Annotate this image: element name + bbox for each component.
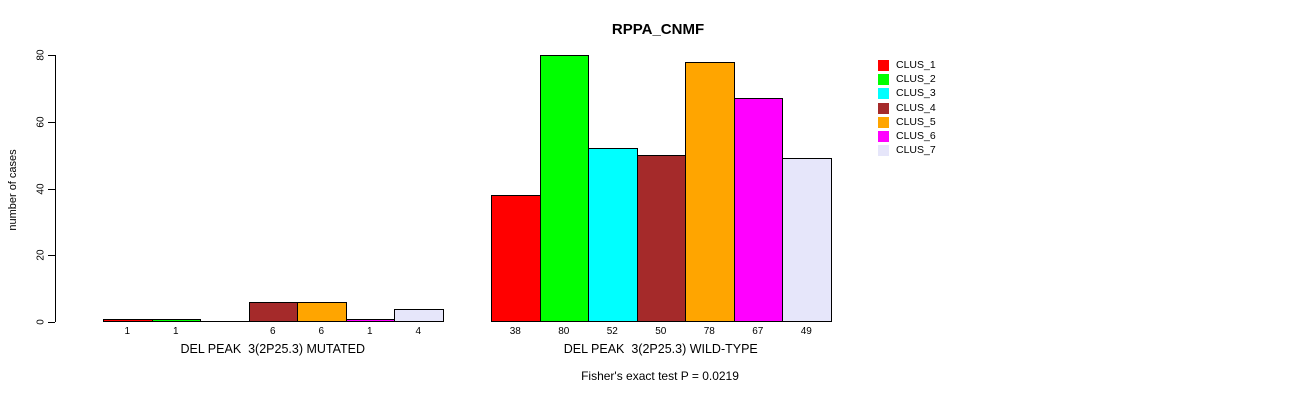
legend-label: CLUS_6 [896,129,936,142]
group-label-mutated: DEL PEAK 3(2P25.3) MUTATED [180,342,366,356]
legend-label: CLUS_2 [896,73,936,86]
bar-clus-4-mutated [248,301,298,322]
bar-clus-3-mutated-zero [200,321,250,322]
bar-value-label: 38 [509,326,521,337]
bar-clus-7-mutated [394,308,444,322]
legend-item: CLUS_2 [878,73,936,86]
bar-value-label: 49 [800,326,812,337]
legend-label: CLUS_3 [896,87,936,100]
bar-value-label: 50 [655,326,667,337]
legend-item: CLUS_1 [878,60,936,71]
bar-clus-5-wild-type [685,61,735,322]
legend: CLUS_1 CLUS_2 CLUS_3 CLUS_4 CLUS_5 CLUS_6 CLUS… [878,60,936,159]
legend-item: CLUS_4 [878,101,936,114]
y-axis-tick-label: 0 [35,319,47,325]
bar-clus-6-wild-type [733,98,783,322]
y-axis-tick-label: 60 [35,116,47,128]
legend-item: CLUS_5 [878,115,936,128]
y-axis-tick [48,55,55,56]
y-axis-tick [48,255,55,257]
legend-swatch-clus-2 [878,74,889,86]
bar-value-label: 80 [558,326,570,337]
bar-value-label: 6 [318,326,325,337]
y-axis-tick-label: 80 [35,49,47,61]
bar-clus-5-mutated [297,301,347,322]
bar-clus-7-wild-type [782,158,832,322]
bar-clus-2-wild-type [539,55,589,322]
bar-value-label: 4 [415,326,422,337]
legend-item: CLUS_6 [878,129,936,142]
bar-value-label: 1 [366,326,373,337]
legend-swatch-clus-7 [878,145,889,157]
y-axis-title: number of cases [7,149,19,231]
legend-label: CLUS_4 [896,101,936,114]
y-axis-tick-label: 20 [35,249,47,261]
bar-clus-2-mutated [151,318,201,322]
legend-label: CLUS_7 [896,144,936,157]
chart-title: RPPA_CNMF [611,21,705,38]
bar-value-label: 1 [124,326,131,337]
legend-swatch-clus-4 [878,102,889,114]
legend-swatch-clus-1 [878,60,889,71]
y-axis-tick [48,322,55,323]
legend-item: CLUS_7 [878,144,936,157]
legend-label: CLUS_1 [896,59,936,71]
y-axis-tick-label: 40 [35,182,47,195]
bar-clus-6-mutated [345,318,395,322]
y-axis-line [55,55,56,322]
bar-clus-1-mutated [103,318,153,322]
legend-swatch-clus-3 [878,88,889,100]
bar-value-label: 67 [752,326,764,337]
bar-value-label: 1 [172,326,179,337]
group-label-wild-type: DEL PEAK 3(2P25.3) WILD-TYPE [563,342,758,356]
fisher-test-annotation: Fisher's exact test P = 0.0219 [581,369,739,383]
bar-value-label: 6 [269,326,276,337]
bar-clus-3-wild-type [588,148,638,322]
bar-value-label: 52 [606,326,618,337]
bar-clus-4-wild-type [636,155,686,322]
legend-swatch-clus-6 [878,130,889,142]
y-axis-tick [48,188,55,190]
legend-swatch-clus-5 [878,116,889,128]
bar-clus-1-wild-type [491,195,541,322]
legend-item: CLUS_3 [878,87,936,100]
bar-value-label: 78 [703,326,715,337]
legend-label: CLUS_5 [896,115,936,128]
y-axis-tick [48,121,55,123]
